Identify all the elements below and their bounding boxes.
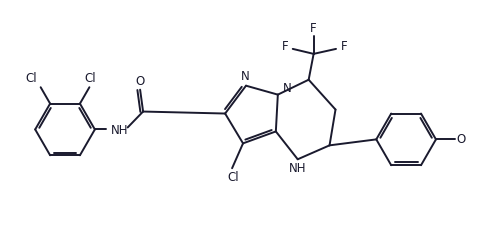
Text: NH: NH — [288, 162, 306, 175]
Text: O: O — [457, 133, 466, 146]
Text: N: N — [282, 82, 291, 95]
Text: Cl: Cl — [84, 72, 96, 85]
Text: F: F — [310, 22, 317, 35]
Text: NH: NH — [110, 124, 128, 137]
Text: F: F — [340, 40, 347, 53]
Text: N: N — [241, 70, 249, 83]
Text: Cl: Cl — [227, 171, 239, 184]
Text: F: F — [281, 40, 288, 53]
Text: Cl: Cl — [25, 72, 37, 85]
Text: O: O — [136, 75, 145, 88]
